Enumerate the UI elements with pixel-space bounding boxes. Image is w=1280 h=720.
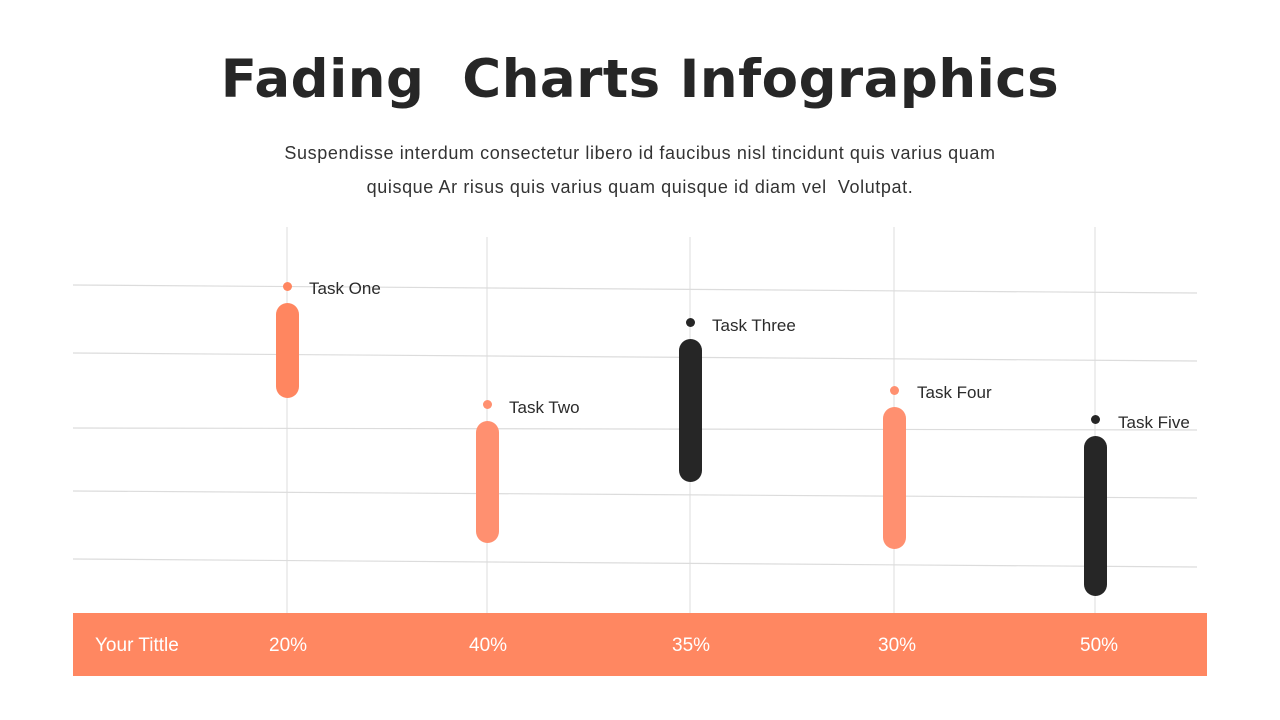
page-title: Fading Charts Infographics bbox=[220, 49, 1060, 110]
task-label: Task Two bbox=[509, 398, 580, 417]
footer-value: 50% bbox=[1080, 635, 1119, 656]
footer-value: 35% bbox=[672, 635, 711, 656]
subtitle-line-1: Suspendisse interdum consectetur libero … bbox=[284, 143, 996, 163]
task-bar bbox=[475, 421, 499, 543]
page-subtitle: Suspendisse interdum consectetur libero … bbox=[240, 136, 1040, 204]
footer-value: 40% bbox=[469, 635, 508, 656]
task-bar bbox=[275, 303, 299, 398]
task-label: Task Four bbox=[917, 383, 992, 402]
task-bar bbox=[678, 339, 702, 482]
task-marker-dot bbox=[889, 385, 899, 395]
value-footer-band bbox=[73, 613, 1207, 676]
task-marker-dot bbox=[482, 399, 492, 409]
task-marker-dot bbox=[1090, 414, 1100, 424]
task-marker-dot bbox=[685, 317, 695, 327]
subtitle-line-2: quisque Ar risus quis varius quam quisqu… bbox=[366, 177, 914, 197]
task-label: Task Five bbox=[1118, 413, 1190, 432]
footer-value: 20% bbox=[269, 635, 308, 656]
task-marker-dot bbox=[282, 281, 292, 291]
task-bar bbox=[1083, 436, 1107, 596]
task-label: Task Three bbox=[712, 316, 796, 335]
footer-row-label: Your Tittle bbox=[95, 635, 179, 656]
footer-value: 30% bbox=[878, 635, 917, 656]
task-bar bbox=[882, 407, 906, 549]
task-label: Task One bbox=[309, 279, 381, 298]
